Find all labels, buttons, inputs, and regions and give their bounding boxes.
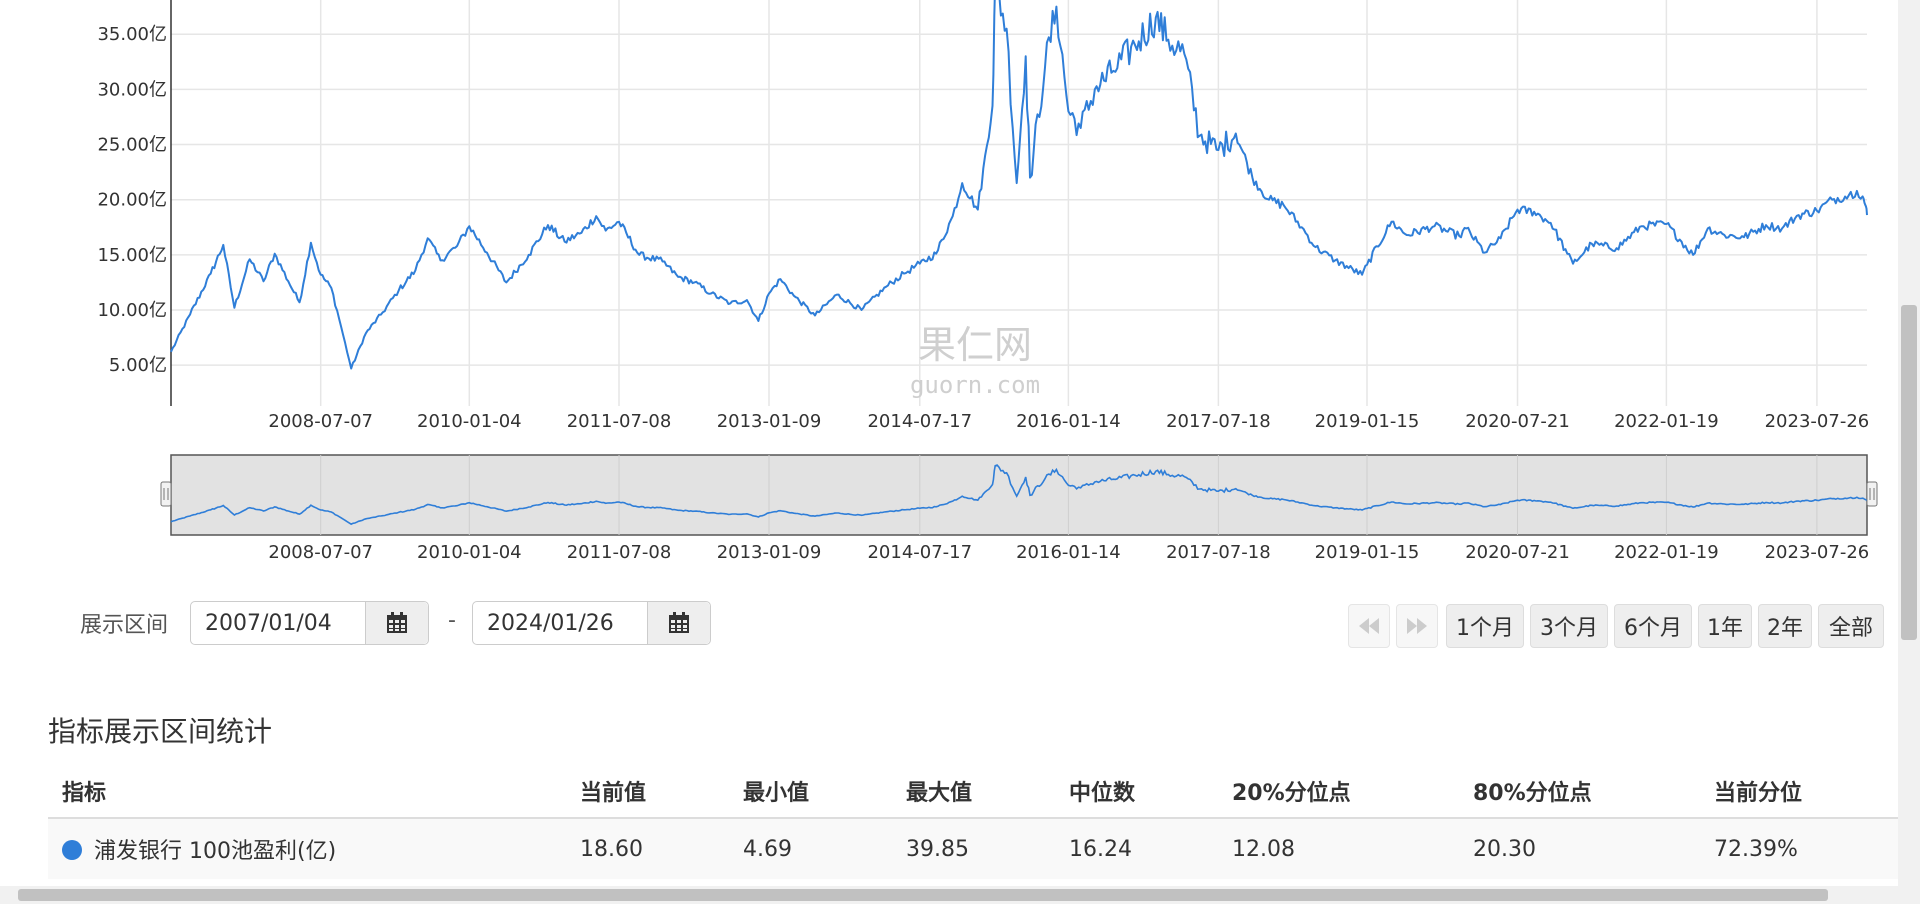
- calendar-icon: [387, 612, 407, 633]
- header-min: 最小值: [743, 765, 906, 819]
- x-tick-label: 2011-07-08: [567, 411, 672, 432]
- main-line-chart: 5.00亿 10.00亿 15.00亿 20.00亿 25.00亿 30.00亿 35.00…: [97, 0, 1869, 432]
- x-tick-label: 2010-01-04: [417, 411, 522, 432]
- x-axis-tick-labels: 2008-07-07 2010-01-04 2011-07-08 2013-01-09…: [268, 411, 1869, 432]
- prev-period-button[interactable]: [1348, 604, 1390, 648]
- range-navigator[interactable]: 2008-07-07 2010-01-04 2011-07-08 2013-01-09…: [0, 450, 1900, 570]
- navigator-x-tick-label: 2022-01-19: [1614, 542, 1719, 563]
- navigator-gridlines: [320, 455, 1818, 535]
- range-label: 展示区间: [80, 613, 169, 638]
- p20-cell: 12.08: [1232, 818, 1473, 879]
- header-max: 最大值: [906, 765, 1069, 819]
- navigator-x-tick-label: 2011-07-08: [567, 542, 672, 563]
- y-tick-label: 30.00亿: [97, 79, 167, 100]
- start-calendar-button[interactable]: [365, 602, 428, 644]
- series-color-dot: [62, 840, 82, 860]
- end-calendar-button[interactable]: [647, 602, 710, 644]
- navigator-x-tick-label: 2010-01-04: [417, 542, 522, 563]
- navigator-x-tick-label: 2014-07-17: [867, 542, 972, 563]
- navigator-series-line: [170, 464, 1868, 526]
- end-date-group: [472, 601, 711, 645]
- x-tick-label: 2017-07-18: [1166, 411, 1271, 432]
- header-percentile: 当前分位: [1714, 765, 1900, 819]
- zoom-1-month-button[interactable]: 1个月: [1446, 604, 1524, 648]
- stats-header-row: 指标 当前值 最小值 最大值 中位数 20%分位点 80%分位点 当前分位: [48, 765, 1900, 819]
- zoom-6-month-button[interactable]: 6个月: [1614, 604, 1692, 648]
- header-p80: 80%分位点: [1473, 765, 1714, 819]
- x-tick-label: 2022-01-19: [1614, 411, 1719, 432]
- x-tick-label: 2020-07-21: [1465, 411, 1570, 432]
- y-tick-label: 15.00亿: [97, 245, 167, 266]
- watermark-cn: 果仁网: [918, 323, 1032, 367]
- horizontal-scroll-thumb[interactable]: [18, 889, 1828, 901]
- header-indicator: 指标: [48, 765, 580, 819]
- navigator-x-tick-label: 2008-07-07: [268, 542, 373, 563]
- navigator-x-tick-label: 2020-07-21: [1465, 542, 1570, 563]
- next-period-button[interactable]: [1396, 604, 1438, 648]
- start-date-group: [190, 601, 429, 645]
- horizontal-scrollbar[interactable]: [0, 886, 1898, 904]
- x-tick-label: 2016-01-14: [1016, 411, 1121, 432]
- min-value-cell: 4.69: [743, 818, 906, 879]
- navigator-mask: [170, 454, 1868, 536]
- start-date-input[interactable]: [191, 602, 365, 644]
- stats-table: 指标 当前值 最小值 最大值 中位数 20%分位点 80%分位点 当前分位 浦发…: [48, 765, 1900, 879]
- watermark-en: guorn.com: [910, 371, 1040, 399]
- navigator-right-handle[interactable]: [1866, 481, 1878, 507]
- y-axis-tick-labels: 5.00亿 10.00亿 15.00亿 20.00亿 25.00亿 30.00亿 35.00…: [97, 24, 167, 376]
- p80-cell: 20.30: [1473, 818, 1714, 879]
- y-tick-label: 5.00亿: [109, 355, 167, 376]
- zoom-2-year-button[interactable]: 2年: [1758, 604, 1812, 648]
- header-current: 当前值: [580, 765, 743, 819]
- double-left-arrow-icon: [1359, 618, 1379, 634]
- end-date-input[interactable]: [473, 602, 647, 644]
- indicator-cell: 浦发银行 100池盈利(亿): [48, 818, 580, 879]
- x-tick-label: 2023-07-26: [1765, 411, 1870, 432]
- navigator-x-tick-label: 2013-01-09: [717, 542, 822, 563]
- stats-section-title: 指标展示区间统计: [48, 715, 273, 748]
- navigator-x-tick-label: 2017-07-18: [1166, 542, 1271, 563]
- indicator-name: 浦发银行 100池盈利(亿): [94, 839, 337, 864]
- current-percentile-cell: 72.39%: [1714, 818, 1900, 879]
- series-line[interactable]: [170, 0, 1868, 370]
- navigator-x-tick-label: 2016-01-14: [1016, 542, 1121, 563]
- x-tick-label: 2008-07-07: [268, 411, 373, 432]
- zoom-1-year-button[interactable]: 1年: [1698, 604, 1752, 648]
- y-tick-label: 20.00亿: [97, 190, 167, 211]
- y-tick-label: 25.00亿: [97, 135, 167, 156]
- current-value-cell: 18.60: [580, 818, 743, 879]
- x-tick-label: 2019-01-15: [1315, 411, 1420, 432]
- navigator-x-tick-label: 2023-07-26: [1765, 542, 1870, 563]
- vertical-scroll-thumb[interactable]: [1901, 305, 1917, 640]
- x-tick-label: 2014-07-17: [867, 411, 972, 432]
- calendar-icon: [669, 612, 689, 633]
- zoom-all-button[interactable]: 全部: [1818, 604, 1884, 648]
- vertical-scrollbar[interactable]: [1898, 0, 1920, 904]
- navigator-x-tick-labels: 2008-07-07 2010-01-04 2011-07-08 2013-01-09…: [268, 542, 1869, 563]
- range-separator: -: [448, 608, 456, 633]
- header-median: 中位数: [1069, 765, 1232, 819]
- zoom-3-month-button[interactable]: 3个月: [1530, 604, 1608, 648]
- x-tick-label: 2013-01-09: [717, 411, 822, 432]
- y-tick-label: 10.00亿: [97, 300, 167, 321]
- navigator-x-tick-label: 2019-01-15: [1315, 542, 1420, 563]
- header-p20: 20%分位点: [1232, 765, 1473, 819]
- y-tick-label: 35.00亿: [97, 24, 167, 45]
- double-right-arrow-icon: [1407, 618, 1427, 634]
- median-cell: 16.24: [1069, 818, 1232, 879]
- max-value-cell: 39.85: [906, 818, 1069, 879]
- navigator-left-handle[interactable]: [160, 481, 172, 507]
- table-row: 浦发银行 100池盈利(亿) 18.60 4.69 39.85 16.24 12…: [48, 818, 1900, 879]
